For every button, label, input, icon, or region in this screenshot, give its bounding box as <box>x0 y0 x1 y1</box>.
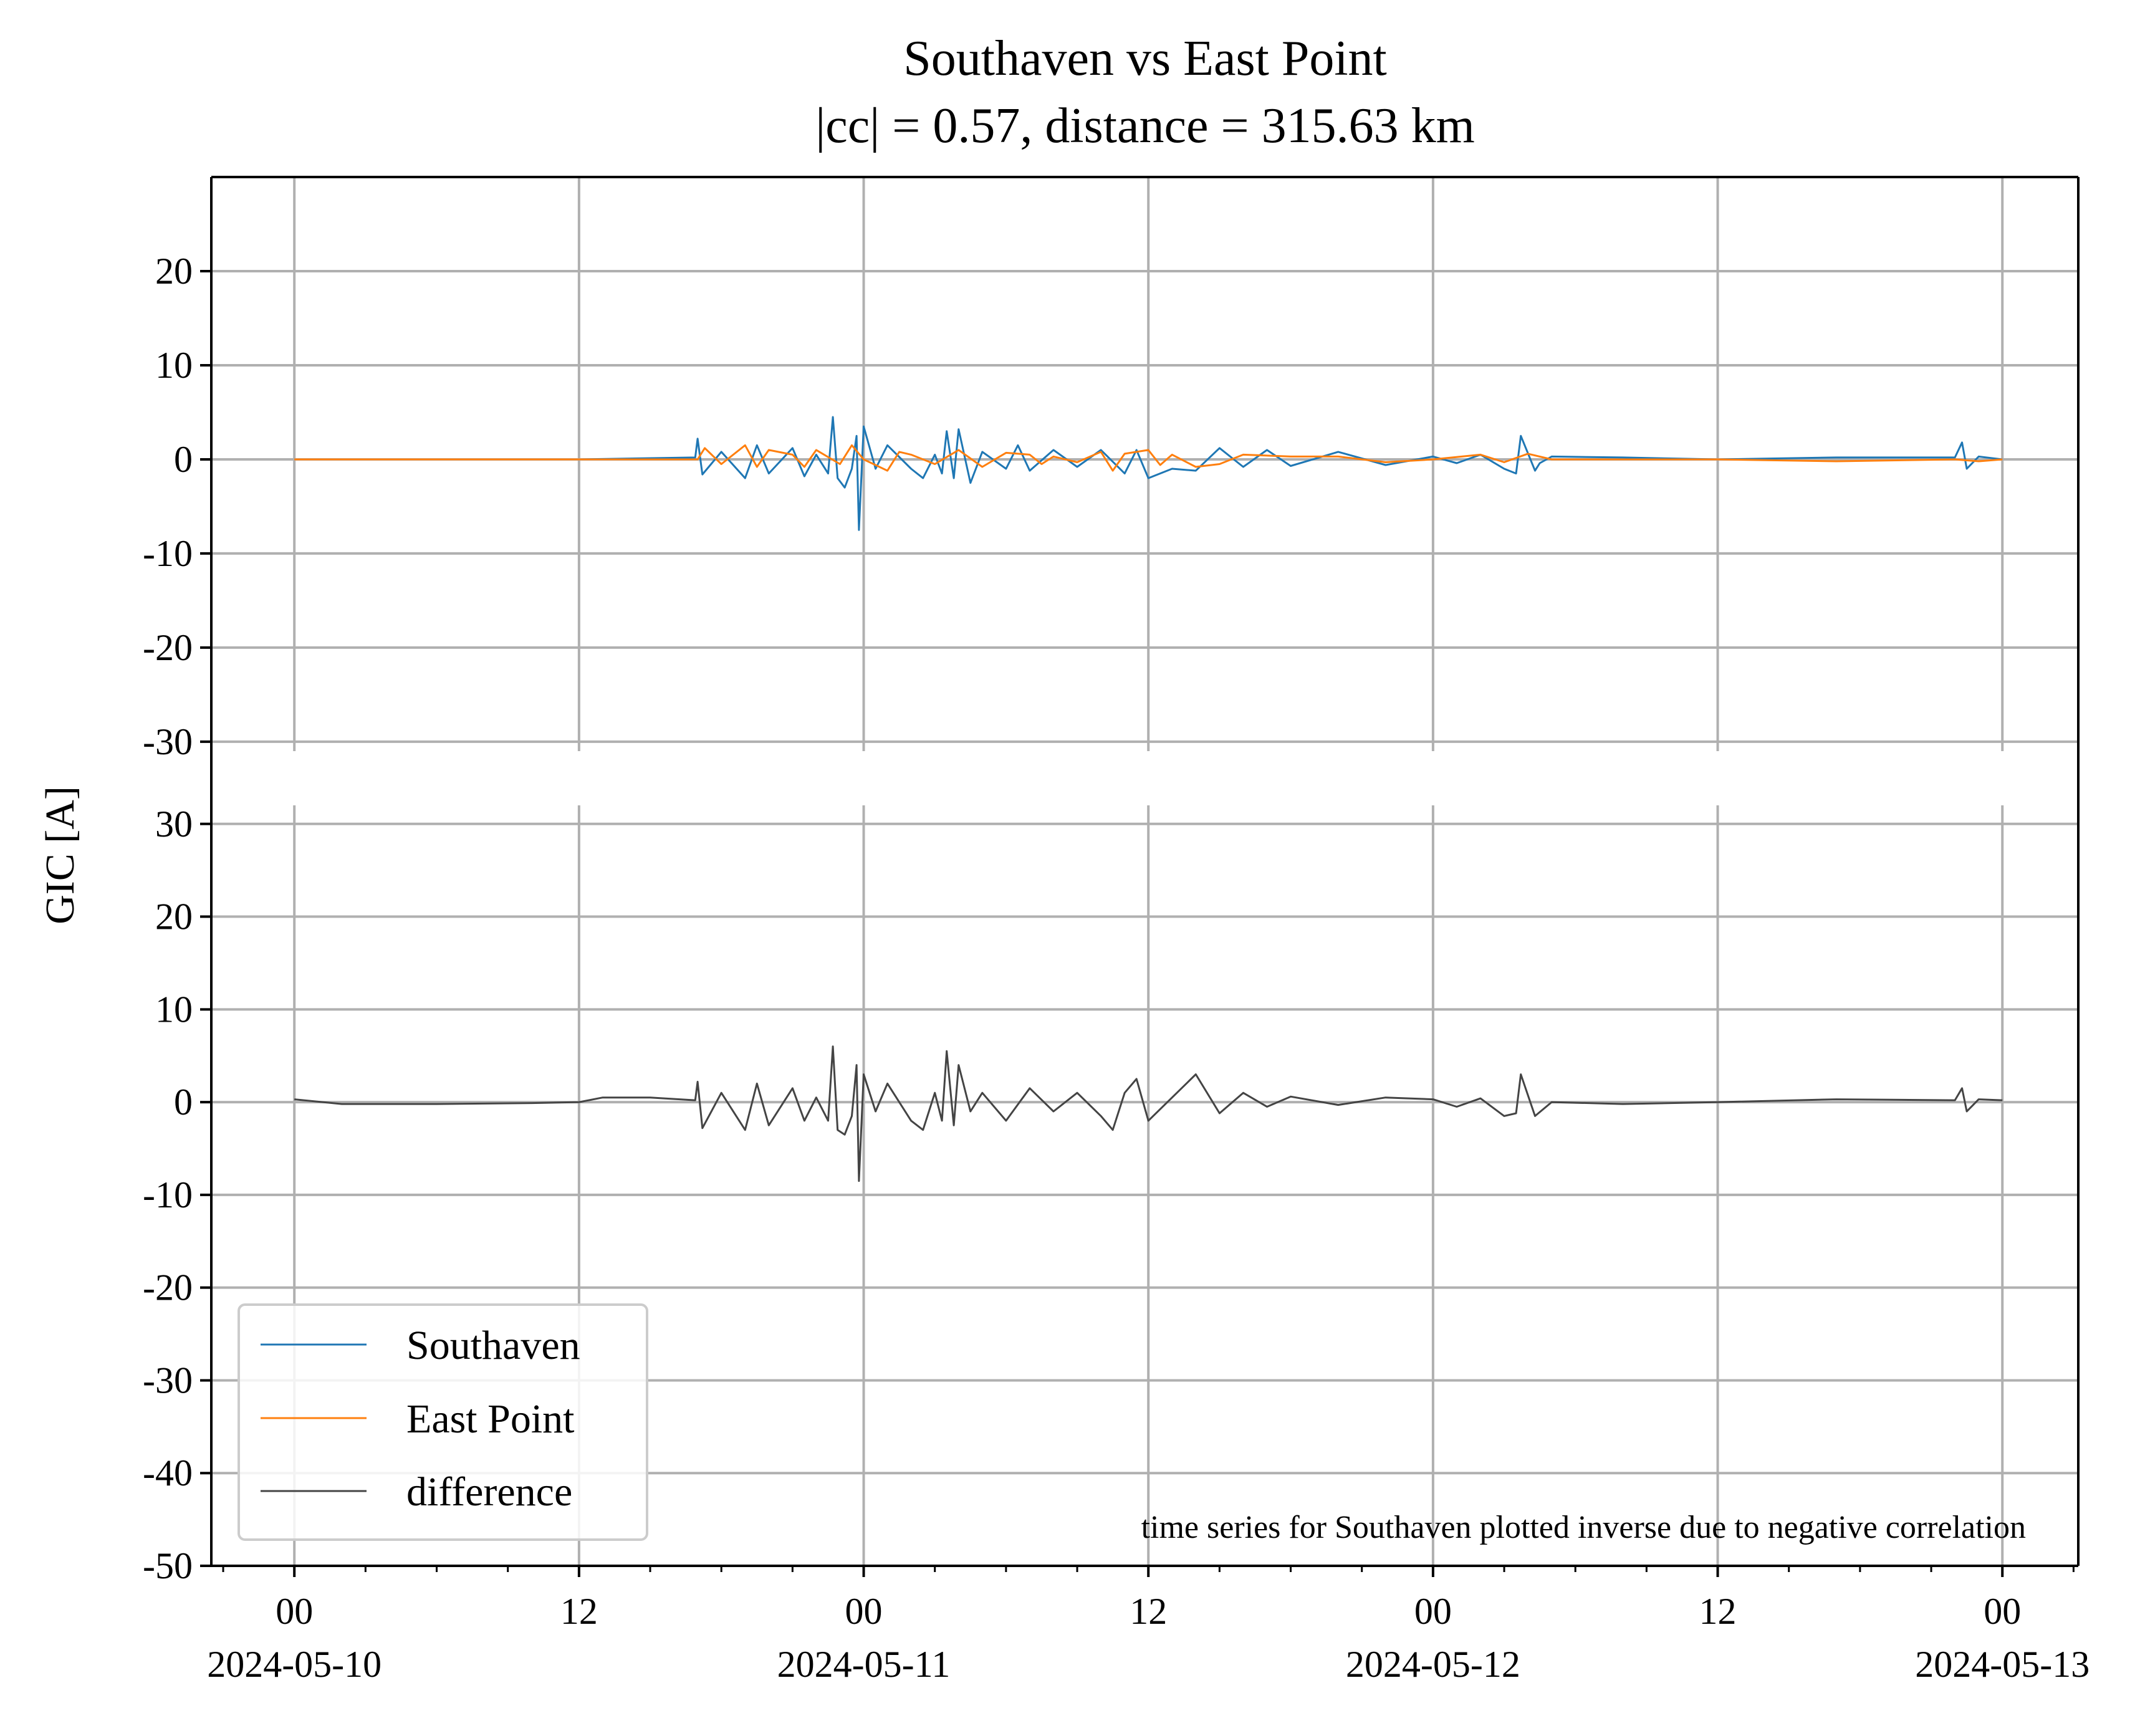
legend-label-difference: difference <box>406 1469 572 1515</box>
bottom-series-difference <box>294 1045 2003 1182</box>
legend-box <box>238 1303 648 1541</box>
x-tick-label-time: 12 <box>560 1591 598 1632</box>
bottom-axes: 30 20 10 0 -10 -20 -30 -40 -50 <box>143 751 2080 1586</box>
bottom-y-tick-label: 30 <box>155 803 193 845</box>
top-y-tick-label: 10 <box>155 345 193 386</box>
bottom-series <box>294 1045 2003 1182</box>
x-tick-label-time: 00 <box>845 1591 883 1632</box>
top-y-tick-label: -30 <box>143 721 193 762</box>
y-axis-label: GIC [A] <box>37 786 83 924</box>
legend-label-east-point: East Point <box>406 1396 575 1442</box>
bottom-y-tick-label: 20 <box>155 896 193 938</box>
annotation-note: time series for Southaven plotted invers… <box>1141 1510 2026 1545</box>
legend-label-southaven: Southaven <box>406 1323 580 1368</box>
top-y-tick-label: 0 <box>174 439 193 480</box>
x-tick-label-date: 2024-05-10 <box>207 1644 381 1685</box>
x-tick-label-time: 00 <box>1414 1591 1452 1632</box>
bottom-y-tick-label: -40 <box>143 1452 193 1494</box>
x-tick-label-time: 00 <box>1984 1591 2021 1632</box>
top-panel: 20 10 0 -10 -20 -30 <box>143 176 2080 762</box>
bottom-y-tick-label: -20 <box>143 1267 193 1308</box>
x-tick-label-date: 2024-05-12 <box>1346 1644 1520 1685</box>
x-tick-label-time: 00 <box>276 1591 313 1632</box>
chart-subtitle: |cc| = 0.57, distance = 315.63 km <box>815 98 1475 153</box>
x-tick-label-date: 2024-05-11 <box>777 1644 951 1685</box>
x-tick-label-time: 12 <box>1130 1591 1167 1632</box>
x-tick-label-date: 2024-05-13 <box>1915 1644 2090 1685</box>
bottom-y-tick-label: -10 <box>143 1174 193 1216</box>
top-y-tick-label: 20 <box>155 251 193 292</box>
top-y-tick-label: -20 <box>143 627 193 668</box>
top-series-east-point <box>294 444 2003 472</box>
top-series-southaven <box>294 416 2003 531</box>
top-series <box>294 416 2003 531</box>
legend: Southaven East Point difference <box>238 1303 648 1541</box>
x-tick-label-time: 12 <box>1699 1591 1737 1632</box>
x-axis-ticks: 00 2024-05-10 12 00 2024-05-11 12 00 2024-05-12… <box>207 1566 2090 1685</box>
bottom-y-tick-label: -50 <box>143 1545 193 1586</box>
bottom-y-tick-label: 10 <box>155 989 193 1030</box>
bottom-y-tick-label: -30 <box>143 1360 193 1401</box>
top-axes: 20 10 0 -10 -20 -30 <box>143 176 2080 762</box>
chart-title: Southaven vs East Point <box>903 31 1387 86</box>
bottom-y-tick-label: 0 <box>174 1081 193 1123</box>
bottom-panel: 30 20 10 0 -10 -20 -30 -40 -50 <box>143 751 2080 1586</box>
top-y-tick-label: -10 <box>143 533 193 574</box>
